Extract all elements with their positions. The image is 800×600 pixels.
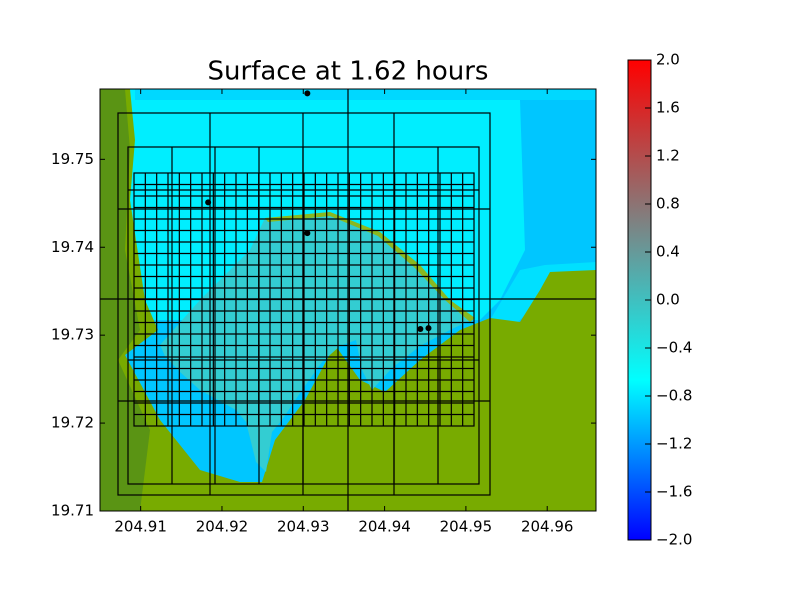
amr-patches [100, 89, 596, 511]
colorbar-tick-label: −1.6 [656, 483, 692, 501]
x-tick-label: 204.96 [521, 518, 574, 536]
y-tick-label: 19.71 [51, 502, 94, 520]
water-band [135, 89, 596, 100]
land-dark [100, 89, 150, 511]
colorbar-tick-label: 0.8 [656, 195, 680, 213]
gauge [304, 90, 311, 97]
gauge [417, 326, 424, 333]
x-tick-label: 204.92 [196, 518, 249, 536]
y-tick-label: 19.73 [51, 326, 94, 344]
y-tick-label: 19.74 [51, 238, 94, 256]
y-tick-label: 19.72 [51, 414, 94, 432]
x-tick-label: 204.93 [277, 518, 330, 536]
colorbar-tick-label: 2.0 [656, 51, 680, 69]
colorbar-tick-label: −1.2 [656, 435, 692, 453]
colorbar-tick-label: −0.4 [656, 339, 692, 357]
colorbar-tick-label: 0.0 [656, 291, 680, 309]
x-tick-label: 204.91 [114, 518, 167, 536]
plot-frame [99, 88, 597, 512]
colorbar-tick-label: 1.6 [656, 99, 680, 117]
x-tick-label: 204.95 [440, 518, 493, 536]
land [100, 89, 596, 511]
x-tick-label: 204.94 [358, 518, 411, 536]
gauge [425, 325, 432, 332]
colorbar-tick-label: −2.0 [656, 531, 692, 549]
colorbar-tick-label: −0.8 [656, 387, 692, 405]
map [100, 89, 596, 511]
patch-level2 [117, 112, 491, 496]
gauge [304, 230, 311, 237]
colorbar-tick-label: 1.2 [656, 147, 680, 165]
chart-title: Surface at 1.62 hours [208, 57, 489, 87]
y-tick-label: 19.75 [51, 150, 94, 168]
gauge [205, 199, 212, 206]
colorbar-tick-label: 0.4 [656, 243, 680, 261]
